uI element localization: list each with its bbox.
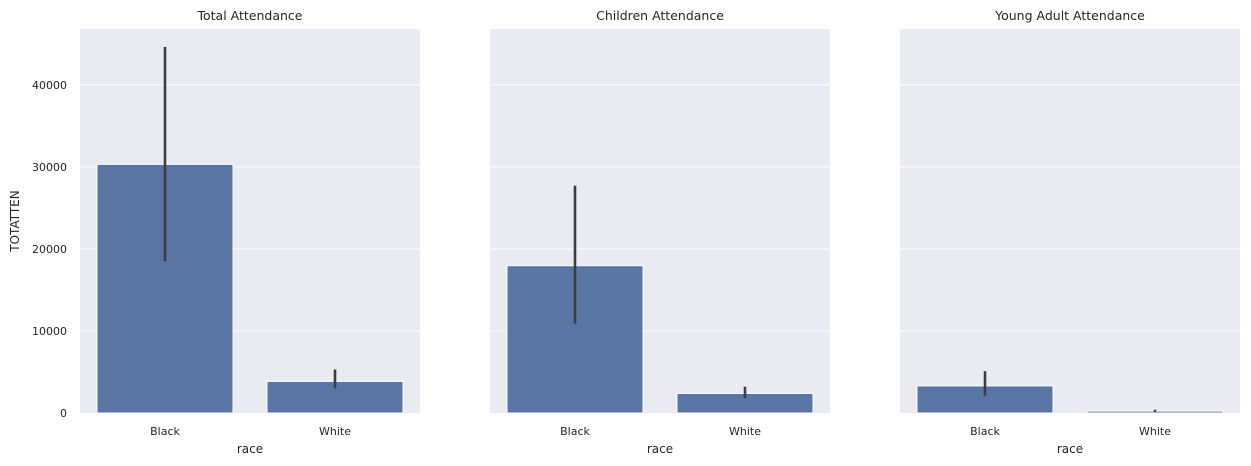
chart-title: Young Adult Attendance xyxy=(994,8,1145,23)
y-tick-label: 20000 xyxy=(32,243,67,256)
x-tick-label: Black xyxy=(560,425,590,438)
y-tick-label: 10000 xyxy=(32,325,67,338)
chart-title: Total Attendance xyxy=(197,8,303,23)
plot-area-3 xyxy=(900,29,1240,413)
chart-title: Children Attendance xyxy=(596,8,724,23)
y-tick-label: 30000 xyxy=(32,161,67,174)
x-tick-label: Black xyxy=(150,425,180,438)
bar-black xyxy=(506,265,644,414)
x-axis-label: race xyxy=(237,442,263,456)
x-tick-label: White xyxy=(1139,425,1171,438)
y-axis-label: TOTATTEN xyxy=(8,190,22,252)
x-axis-label: race xyxy=(647,442,673,456)
x-tick-label: White xyxy=(319,425,351,438)
x-axis-label: race xyxy=(1057,442,1083,456)
x-tick-label: Black xyxy=(970,425,1000,438)
x-tick-label: White xyxy=(729,425,761,438)
y-tick-label: 0 xyxy=(60,407,67,420)
y-tick-label: 40000 xyxy=(32,79,67,92)
